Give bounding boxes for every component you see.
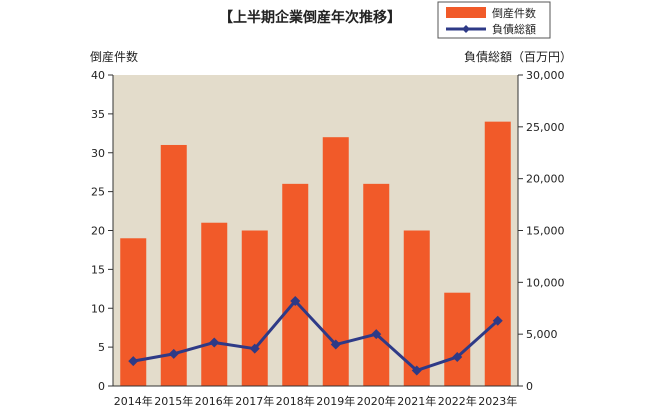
left-tick-label: 35 [91, 108, 105, 121]
right-tick-label: 20,000 [526, 173, 565, 186]
debt-marker-2021年 [411, 365, 422, 376]
x-tick-label: 2018年 [276, 394, 315, 408]
right-axis-title: 負債総額（百万円） [464, 49, 572, 64]
x-tick-label: 2014年 [114, 394, 153, 408]
debt-marker-2022年 [452, 351, 463, 362]
left-tick-label: 30 [91, 147, 105, 160]
x-tick-label: 2021年 [397, 394, 436, 408]
right-tick-label: 25,000 [526, 121, 565, 134]
x-tick-label: 2019年 [316, 394, 355, 408]
bar-2021年 [403, 230, 430, 386]
x-tick-label: 2016年 [195, 394, 234, 408]
legend-marker-swatch [462, 25, 470, 33]
right-tick-label: 30,000 [526, 69, 565, 82]
debt-marker-2023年 [492, 315, 503, 326]
right-tick-label: 10,000 [526, 276, 565, 289]
x-tick-label: 2023年 [478, 394, 517, 408]
x-tick-label: 2022年 [438, 394, 477, 408]
left-tick-label: 0 [98, 380, 105, 393]
left-tick-label: 40 [91, 69, 105, 82]
x-tick-label: 2015年 [154, 394, 193, 408]
x-tick-label: 2020年 [357, 394, 396, 408]
debt-marker-2015年 [168, 348, 179, 359]
x-tick-label: 2017年 [235, 394, 274, 408]
left-axis-title: 倒産件数 [90, 49, 138, 64]
bar-2023年 [484, 121, 511, 387]
left-tick-label: 25 [91, 186, 105, 199]
legend-label-bar: 倒産件数 [492, 7, 536, 20]
debt-marker-2014年 [128, 356, 139, 367]
left-tick-label: 20 [91, 225, 105, 238]
bar-2020年 [363, 183, 390, 386]
bar-2015年 [160, 144, 187, 386]
bar-2017年 [241, 230, 268, 386]
debt-marker-2017年 [249, 343, 260, 354]
debt-marker-2018年 [290, 295, 301, 306]
right-tick-label: 0 [526, 380, 533, 393]
left-tick-label: 10 [91, 302, 105, 315]
left-tick-label: 15 [91, 263, 105, 276]
chart-title: 【上半期企業倒産年次推移】 [219, 9, 401, 26]
right-tick-label: 5,000 [526, 328, 558, 341]
debt-line [132, 299, 499, 372]
right-tick-label: 15,000 [526, 225, 565, 238]
bar-2016年 [201, 222, 228, 386]
bar-2022年 [444, 292, 471, 386]
legend-label-line: 負債総額 [492, 22, 536, 36]
debt-marker-2019年 [330, 339, 341, 350]
debt-marker-2016年 [209, 337, 220, 348]
bar-2018年 [282, 183, 309, 386]
left-tick-label: 5 [98, 341, 105, 354]
debt-marker-2020年 [371, 329, 382, 340]
legend-bar-swatch [446, 7, 486, 18]
